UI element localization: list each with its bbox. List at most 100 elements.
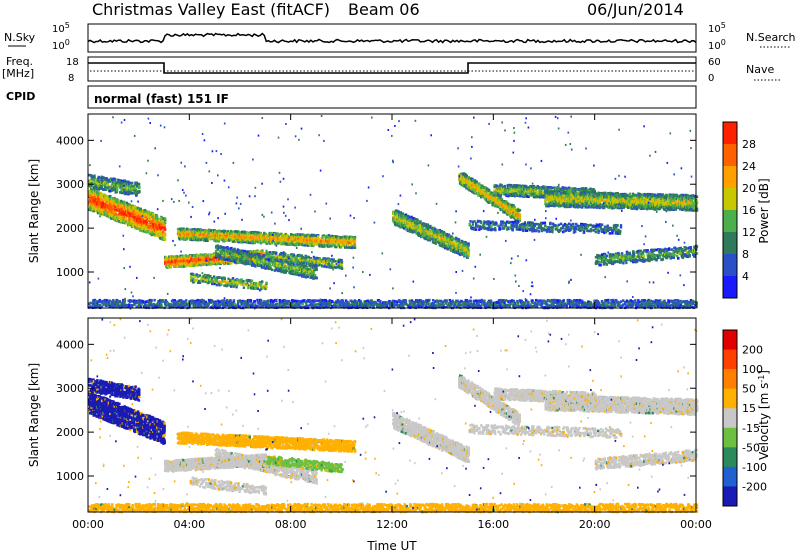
heatmap-cell xyxy=(158,221,161,225)
heatmap-cell xyxy=(111,214,114,218)
heatmap-cell xyxy=(250,231,253,234)
heatmap-cell xyxy=(161,232,165,235)
heatmap-cell xyxy=(127,191,130,194)
heatmap-cell xyxy=(125,180,128,184)
heatmap-cell xyxy=(160,233,163,236)
heatmap-cell xyxy=(168,255,171,258)
heatmap-cell xyxy=(123,182,127,186)
heatmap-cell xyxy=(218,249,222,253)
heatmap-cell xyxy=(128,181,132,185)
heatmap-cell xyxy=(250,279,254,283)
heatmap-cell xyxy=(261,249,264,252)
heatmap-cell xyxy=(350,235,353,239)
heatmap-cell xyxy=(112,208,115,212)
heatmap-cell xyxy=(323,242,326,245)
heatmap-cell xyxy=(220,259,223,263)
heatmap-cell xyxy=(294,243,297,246)
heatmap-cell xyxy=(312,236,315,240)
heatmap-cell xyxy=(248,241,251,245)
heatmap-cell xyxy=(95,196,98,200)
heatmap-cell xyxy=(125,190,128,193)
heatmap-cell xyxy=(223,234,227,237)
heatmap-cell xyxy=(114,213,118,216)
heatmap-cell xyxy=(220,261,223,265)
heatmap-cell xyxy=(119,202,122,205)
heatmap-cell xyxy=(92,209,96,213)
beam-label: Beam 06 xyxy=(348,0,420,19)
heatmap-cell xyxy=(109,186,112,190)
heatmap-cell xyxy=(100,187,104,190)
heatmap-cell xyxy=(304,244,307,247)
heatmap-cell xyxy=(94,186,97,190)
heatmap-cell xyxy=(254,230,257,234)
heatmap-cell xyxy=(196,235,200,238)
heatmap-cell xyxy=(267,258,270,262)
heatmap-cell xyxy=(344,246,347,249)
heatmap-cell xyxy=(277,233,280,237)
heatmap-cell xyxy=(96,209,100,212)
nsky-trace xyxy=(87,32,697,44)
heatmap-cell xyxy=(259,232,262,235)
heatmap-cell xyxy=(123,215,126,219)
heatmap-cell xyxy=(191,258,194,262)
heatmap-cell xyxy=(110,184,113,187)
heatmap-cell xyxy=(119,204,122,207)
heatmap-cell xyxy=(149,215,152,219)
heatmap-cell xyxy=(263,233,266,236)
heatmap-cell xyxy=(179,235,182,238)
heatmap-cell xyxy=(337,239,340,243)
heatmap-cell xyxy=(180,265,183,268)
heatmap-cell xyxy=(327,258,330,261)
nave-tick-top: 60 xyxy=(708,57,721,68)
heatmap-cell xyxy=(125,201,128,205)
heatmap-cell xyxy=(203,258,206,262)
heatmap-cell xyxy=(130,225,134,229)
heatmap-cell xyxy=(263,239,267,242)
heatmap-cell xyxy=(197,263,201,267)
heatmap-cell xyxy=(211,260,214,264)
heatmap-cell xyxy=(323,235,326,239)
heatmap-cell xyxy=(136,215,140,218)
heatmap-cell xyxy=(129,216,133,220)
heatmap-cell xyxy=(290,233,293,236)
heatmap-cell xyxy=(163,232,167,235)
heatmap-cell xyxy=(255,236,258,239)
heatmap-cell xyxy=(129,183,133,187)
heatmap-cell xyxy=(211,236,215,239)
heatmap-cell xyxy=(171,259,174,263)
heatmap-cell xyxy=(201,253,204,257)
heatmap-cell xyxy=(114,205,117,209)
heatmap-cell xyxy=(124,218,127,221)
heatmap-cell xyxy=(257,237,260,241)
heatmap-cell xyxy=(217,260,220,263)
heatmap-cell xyxy=(152,225,156,229)
heatmap-cell xyxy=(115,189,119,192)
heatmap-cell xyxy=(167,257,170,261)
heatmap-cell xyxy=(273,240,276,243)
heatmap-cell xyxy=(202,229,205,232)
heatmap-cell xyxy=(131,210,134,214)
heatmap-cell xyxy=(128,212,131,215)
heatmap-cell xyxy=(187,255,190,258)
heatmap-cell xyxy=(138,190,141,194)
nsky-tick-bottom: 100 xyxy=(52,38,70,52)
heatmap-cell xyxy=(248,234,251,238)
heatmap-cell xyxy=(131,181,134,185)
heatmap-cell xyxy=(201,235,204,238)
heatmap-cell xyxy=(97,198,100,201)
heatmap-cell xyxy=(220,283,223,286)
heatmap-cell xyxy=(195,259,198,263)
heatmap-cell xyxy=(128,207,131,210)
heatmap-cell xyxy=(108,178,111,182)
heatmap-cell xyxy=(199,233,203,237)
heatmap-cell xyxy=(91,196,94,200)
heatmap-cell xyxy=(138,186,141,189)
heatmap-cell xyxy=(159,225,162,229)
heatmap-cell xyxy=(91,193,94,197)
heatmap-cell xyxy=(265,242,268,245)
heatmap-cell xyxy=(189,230,192,234)
heatmap-cell xyxy=(253,260,256,264)
heatmap-cell xyxy=(188,260,192,263)
heatmap-cell xyxy=(103,198,106,202)
